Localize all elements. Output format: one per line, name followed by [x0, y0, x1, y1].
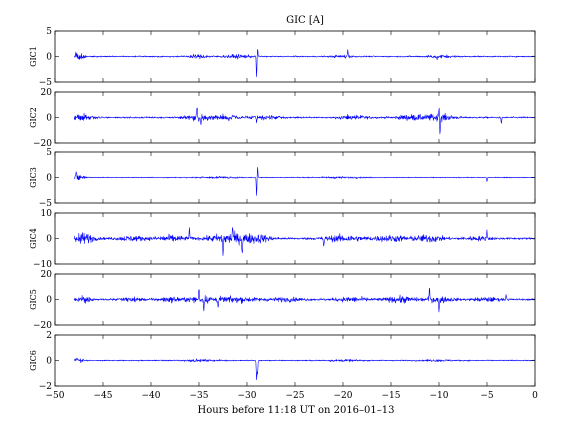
- y-axis-label: GIC4: [29, 228, 38, 249]
- y-tick-label: −20: [33, 321, 52, 331]
- y-tick-label: 0: [46, 296, 52, 306]
- y-tick-label: 0: [46, 114, 52, 124]
- y-tick-label: 20: [41, 88, 53, 98]
- panels-group: −505GIC1−20020GIC2−505GIC3−10010GIC4−200…: [29, 27, 536, 392]
- panel-6: −2 0 2 GIC6: [29, 331, 536, 392]
- trace-GIC4: [73, 227, 536, 256]
- y-axis-label: GIC6: [29, 350, 38, 371]
- x-tick-label: −45: [94, 391, 113, 401]
- x-tick-label: −30: [238, 391, 257, 401]
- y-tick-label: 0: [46, 235, 52, 245]
- y-tick-label: 5: [46, 148, 52, 158]
- x-tick-label: 0: [532, 391, 538, 401]
- y-tick-label: −5: [39, 78, 53, 88]
- trace-GIC5: [73, 287, 536, 313]
- chart-title: GIC [A]: [286, 15, 324, 26]
- y-tick-label: 20: [41, 270, 53, 280]
- panel-1: −5 0 5 GIC1: [29, 27, 536, 88]
- y-tick-label: 0: [46, 357, 52, 367]
- x-tick-label: −5: [480, 391, 494, 401]
- y-axis-label: GIC5: [29, 289, 38, 310]
- y-tick-label: −20: [33, 139, 52, 149]
- x-axis-label: Hours before 11:18 UT on 2016–01–13: [197, 405, 394, 416]
- y-axis-label: GIC2: [29, 107, 38, 128]
- y-tick-label: 5: [46, 27, 52, 37]
- y-tick-label: −10: [33, 260, 52, 270]
- y-axis-label: GIC1: [29, 46, 38, 67]
- trace-GIC6: [74, 357, 536, 381]
- x-tick-label: −25: [286, 391, 305, 401]
- y-axis-label: GIC3: [29, 167, 38, 188]
- x-tick-label: −20: [334, 391, 353, 401]
- x-tick-label: −35: [190, 391, 209, 401]
- y-tick-label: 0: [46, 53, 52, 63]
- y-tick-label: −5: [39, 199, 53, 209]
- panel-3: −5 0 5 GIC3: [29, 148, 536, 209]
- x-tick-label: −40: [142, 391, 161, 401]
- y-tick-label: 10: [41, 209, 53, 219]
- x-tick-label: −10: [430, 391, 449, 401]
- x-tick-label: −50: [46, 391, 65, 401]
- trace-GIC1: [73, 49, 536, 77]
- trace-GIC2: [73, 107, 536, 135]
- y-tick-label: −2: [39, 382, 52, 392]
- trace-GIC3: [73, 167, 536, 196]
- y-tick-label: 2: [46, 331, 52, 341]
- y-tick-label: 0: [46, 174, 52, 184]
- x-tick-label: −15: [382, 391, 401, 401]
- x-axis: −50 −45 −40 −35 −30 −25 −20 −15 −10 −5 0: [46, 391, 539, 401]
